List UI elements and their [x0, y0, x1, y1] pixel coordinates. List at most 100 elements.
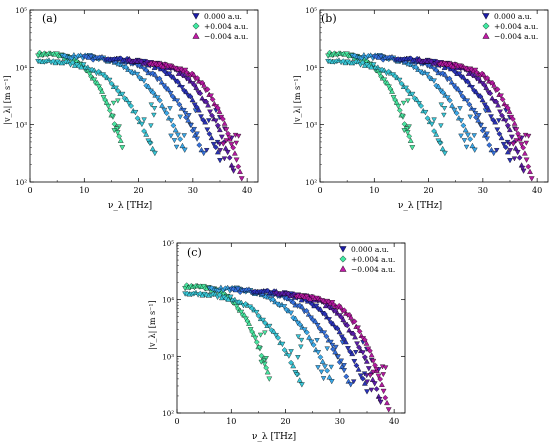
panel-c-label: (c) [187, 246, 202, 259]
panel-b-branch-4-point [479, 96, 486, 103]
panel-a-branch-2-point [163, 110, 170, 116]
panel-a-branch-1-point [69, 59, 76, 66]
panel-c-branch-3-scatter-point [333, 344, 339, 350]
panel-b-branch-3-scatter-point [484, 131, 490, 137]
panel-a-branch-6-point [238, 176, 245, 182]
panel-b-branch-1-point [431, 128, 437, 134]
panel-c-branch-5-point [365, 366, 372, 372]
panel-a-branch-1-scatter-point [151, 106, 158, 111]
panel-c-branch-2-point [303, 329, 310, 336]
panel-a: (a) ν_λ [THz] |v_λ| [m s⁻¹] [3, 12, 152, 211]
panel-a-branch-2-point [150, 89, 156, 96]
panel-b-branch-3-scatter-point [481, 127, 487, 132]
panel-a-branch-1-point [78, 64, 85, 70]
panel-b-branch-4-point [469, 85, 475, 91]
panel-b-branch-4-point [477, 93, 484, 100]
panel-b-branch-5-scatter-point [519, 165, 526, 171]
panel-a-axes-frame [29, 9, 259, 183]
panel-b-xtick-label: 30 [478, 186, 488, 195]
panel-c-branch-4-point [351, 359, 358, 365]
panel-b-branch-1-point [409, 91, 416, 98]
panel-c: (c) ν_λ [THz] |v_λ| [m s⁻¹] [148, 246, 296, 442]
panel-c-branch-4-point [298, 297, 305, 303]
panel-b-branch-1-scatter-point [441, 112, 447, 118]
panel-c-branch-1-point [225, 296, 232, 302]
panel-b-branch-6-point [511, 120, 518, 126]
panel-b-branch-2-point [465, 132, 471, 138]
panel-a-branch-3-point [200, 150, 207, 157]
panel-c-plot-area: 0 10 20 30 40 10² 10³ 10⁴ 10⁵ 0.000 a.u.+0.004 a.… [162, 240, 406, 426]
panel-b-branch-3-point [464, 98, 471, 104]
panel-a-branch-2-point [159, 102, 165, 108]
panel-a-branch-0-point [116, 133, 123, 140]
panel-b-branch-6-scatter-point [510, 141, 516, 147]
panel-b-branch-2-point [460, 122, 467, 129]
panel-a-branch-1-point [115, 88, 121, 94]
panel-b-branch-3-point [486, 142, 493, 148]
panel-a-branch-2-point [154, 95, 161, 101]
panel-c-xtick-label: 40 [389, 417, 399, 426]
panel-b-branch-3-point [442, 71, 448, 77]
panel-c-branch-6-point [355, 325, 361, 331]
panel-a-legend-label: 0.000 a.u. [204, 12, 242, 21]
panel-a-legend-marker [192, 22, 200, 30]
panel-c-branch-3-scatter-point [329, 343, 336, 348]
panel-a-branch-6-point [208, 93, 214, 99]
panel-b-branch-5-point [508, 134, 515, 140]
panel-b-branch-4-point [490, 117, 496, 123]
panel-c-branch-1-scatter-point [295, 355, 301, 360]
panel-b-branch-3-point [490, 150, 497, 157]
panel-b-branch-4-point [500, 141, 507, 148]
panel-c-branch-6-point [368, 352, 375, 358]
panel-a-branch-4-point [204, 127, 211, 133]
panel-a-branch-6-point [214, 105, 221, 111]
panel-b-branch-6-point [494, 86, 501, 93]
panel-a-branch-5-point [205, 102, 211, 108]
panel-c-branch-6-point [367, 347, 373, 354]
panel-b-branch-3-point [475, 117, 482, 123]
panel-c-branch-6-scatter-point [382, 365, 389, 371]
panel-a-branch-1-scatter-point [147, 141, 153, 146]
panel-a-branch-2-scatter-point [181, 133, 187, 139]
panel-b-ytick-label: 10³ [305, 122, 317, 130]
panel-a-branch-4-point [189, 96, 196, 103]
panel-c-branch-0-point [264, 369, 271, 375]
panel-c-branch-2-point [310, 342, 317, 348]
panel-b-branch-2-point [462, 127, 469, 133]
panel-a-branch-2-point [123, 64, 129, 71]
panel-a-branch-0-point [114, 130, 121, 136]
panel-a-xtick-label: 0 [27, 186, 32, 195]
panel-b-branch-6-point [527, 168, 533, 174]
panel-b-branch-5-point [497, 109, 503, 115]
panel-b-branch-6-point [504, 105, 511, 111]
panel-a-branch-1-point [126, 101, 132, 107]
panel-a-branch-5-point [224, 150, 231, 156]
panel-a-branch-4-point [208, 134, 215, 141]
panel-c-branch-1-scatter-point [295, 334, 301, 340]
panel-c-legend-marker [339, 246, 347, 253]
panel-a-branch-5-scatter-point [217, 148, 223, 154]
panel-c-branch-1-scatter-point [298, 337, 305, 343]
panel-c-branch-5-point [369, 376, 376, 382]
panel-b-branch-2-scatter-point [458, 133, 464, 139]
panel-c-branch-1-point [288, 359, 294, 366]
panel-b-branch-1-scatter-point [437, 141, 443, 146]
panel-a-branch-1-point [149, 145, 156, 152]
panel-c-branch-4-point [326, 317, 332, 323]
panel-a-branch-6-point [201, 82, 208, 88]
panel-b-branch-6-scatter-point [513, 138, 519, 144]
panel-b-xtick-label: 0 [317, 186, 322, 195]
panel-a-branch-3-point [156, 75, 163, 82]
panel-b-branch-6-point [523, 157, 530, 163]
panel-b-branch-3-point [466, 101, 473, 108]
panel-c-xtick-label: 0 [174, 417, 179, 426]
panel-b-branch-5-point [483, 84, 490, 90]
panel-a-ylabel: |v_λ| [m s⁻¹] [3, 75, 12, 124]
panel-c-ytick-label: 10⁴ [162, 297, 174, 305]
panel-b-branch-3-point [378, 54, 384, 60]
panel-a-branch-5-point [216, 126, 223, 133]
panel-c-branch-2-point [319, 358, 326, 364]
panel-a-branch-5-point [207, 109, 213, 115]
panel-c-branch-1-point [273, 333, 279, 339]
panel-c-branch-5-point [362, 354, 368, 360]
